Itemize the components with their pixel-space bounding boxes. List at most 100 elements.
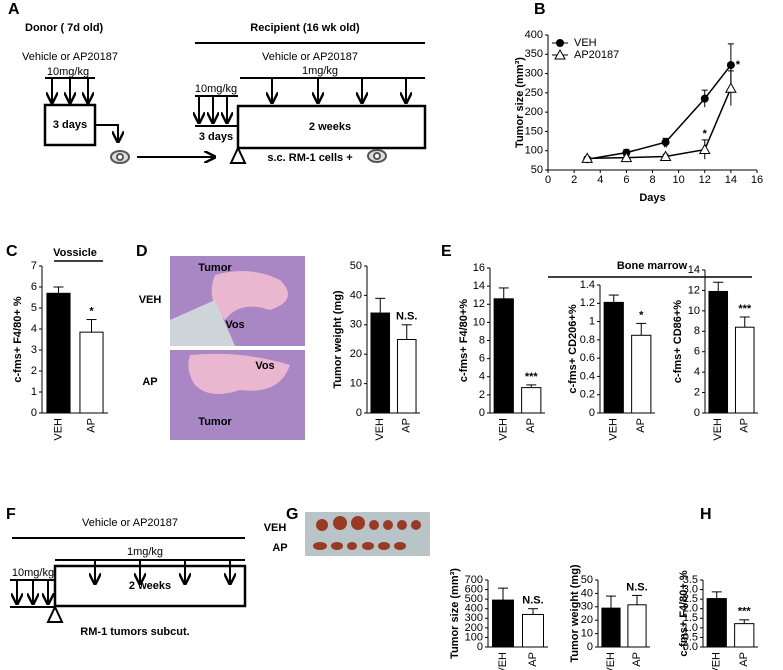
x-tick-label: 2 <box>571 174 577 186</box>
y-tick-label: 20 <box>581 614 593 626</box>
bar <box>370 312 391 414</box>
label: Vehicle or AP20187 <box>82 517 178 529</box>
image-label: Vos <box>225 319 244 331</box>
y-axis-label: Tumor weight (mg) <box>332 290 344 389</box>
annotation: * <box>663 142 668 154</box>
marker <box>620 151 633 163</box>
bar <box>79 331 104 414</box>
y-tick-label: 100 <box>465 631 483 643</box>
label: 2 weeks <box>309 121 351 133</box>
y-tick-label: 5 <box>31 302 37 314</box>
x-tick-label: 10 <box>673 174 685 186</box>
y-axis-label: c-fms+ CD206+% <box>567 304 579 393</box>
y-axis-label: c-fms+ CD86+% <box>672 300 684 383</box>
marker <box>698 143 711 155</box>
y-tick-label: 2.5 <box>683 593 698 605</box>
y-tick-label: 500 <box>465 593 483 605</box>
y-axis-label: c-fms+ F4/80+ % <box>12 296 24 382</box>
y-tick-label: 30 <box>350 319 362 331</box>
y-tick-label: 50 <box>350 260 362 272</box>
panel-g-photo: VEH AP <box>264 512 430 556</box>
marker <box>700 94 709 103</box>
x-tick-label: VEH <box>605 652 617 670</box>
y-tick-label: 50 <box>581 574 593 586</box>
marker <box>726 61 735 70</box>
y-tick-label: 7 <box>31 260 37 272</box>
label: 10mg/kg <box>47 66 89 78</box>
x-axis-label: Days <box>639 192 665 204</box>
x-tick-label: VEH <box>498 418 510 441</box>
x-tick-label: AP <box>738 652 750 667</box>
annotation: *** <box>738 606 752 618</box>
line <box>587 64 732 160</box>
y-axis-label: Tumor size (mm³) <box>514 57 526 148</box>
bar <box>734 326 755 414</box>
marker <box>659 150 672 161</box>
panel-label: A <box>8 1 20 18</box>
bar <box>396 339 417 414</box>
y-tick-label: 0 <box>694 407 700 419</box>
x-tick-label: 14 <box>725 174 737 186</box>
x-tick-label: VEH <box>374 418 386 441</box>
annotation: * <box>736 59 741 71</box>
bar <box>493 298 514 414</box>
x-tick-label: AP <box>635 418 647 433</box>
y-tick-label: 3.0 <box>683 583 698 595</box>
bar <box>521 387 542 414</box>
bar <box>46 292 71 414</box>
annotation: N.S. <box>626 581 647 593</box>
y-tick-label: 150 <box>525 125 543 137</box>
marker <box>725 82 737 93</box>
line <box>587 87 732 160</box>
bar <box>492 599 514 648</box>
bar <box>522 613 544 648</box>
bar <box>601 607 621 648</box>
row-label: VEH <box>139 294 162 306</box>
y-tick-label: 3 <box>31 344 37 356</box>
y-tick-label: 12 <box>473 298 485 310</box>
y-tick-label: 30 <box>581 601 593 613</box>
label: 3 days <box>53 119 87 131</box>
panel-f-diagram: Vehicle or AP20187 1mg/kg 10mg/kg 2 week… <box>10 517 247 638</box>
label: 10mg/kg <box>12 567 54 579</box>
panel-label: F <box>6 506 16 523</box>
x-tick-label: 6 <box>623 174 629 186</box>
y-tick-label: 8 <box>479 334 485 346</box>
label: 3 days <box>199 131 233 143</box>
x-tick-label: VEH <box>608 418 620 441</box>
x-tick-label: 12 <box>699 174 711 186</box>
bone-icon <box>110 150 130 164</box>
y-tick-label: 1 <box>589 315 595 327</box>
x-tick-label: AP <box>631 652 643 667</box>
legend-marker <box>556 39 564 47</box>
label: 2 weeks <box>129 580 171 592</box>
x-tick-label: VEH <box>52 418 64 441</box>
y-tick-label: 10 <box>688 305 700 317</box>
y-tick-label: 2 <box>694 386 700 398</box>
y-tick-label: 4 <box>694 366 700 378</box>
y-tick-label: 0.5 <box>683 631 698 643</box>
y-axis-label: Tumor weight (mg) <box>569 564 581 663</box>
y-tick-label: 4 <box>31 323 37 335</box>
y-axis-label: Tumor size (mm³) <box>449 568 461 659</box>
label: s.c. RM-1 cells + <box>267 152 352 164</box>
y-tick-label: 40 <box>581 587 593 599</box>
y-tick-label: 350 <box>525 48 543 60</box>
bar <box>627 604 647 648</box>
x-tick-label: AP <box>525 418 537 433</box>
y-tick-label: 2 <box>479 389 485 401</box>
bone-icon <box>367 149 387 163</box>
y-tick-label: 1.4 <box>580 279 595 291</box>
y-tick-label: 1.5 <box>683 612 698 624</box>
y-axis-label: c-fms+ F4/80+ % <box>678 570 690 656</box>
chart-title: Vossicle <box>53 247 97 259</box>
row-label: AP <box>142 376 157 388</box>
x-tick-label: 0 <box>545 174 551 186</box>
bar <box>603 301 624 414</box>
annotation: *** <box>738 303 752 315</box>
y-tick-label: 200 <box>525 106 543 118</box>
y-tick-label: 200 <box>465 622 483 634</box>
panel-label: G <box>286 506 298 523</box>
y-tick-label: 4 <box>479 371 485 383</box>
panel-d-images: VEH AP Tumor Vos Vos Tumor <box>139 256 305 440</box>
